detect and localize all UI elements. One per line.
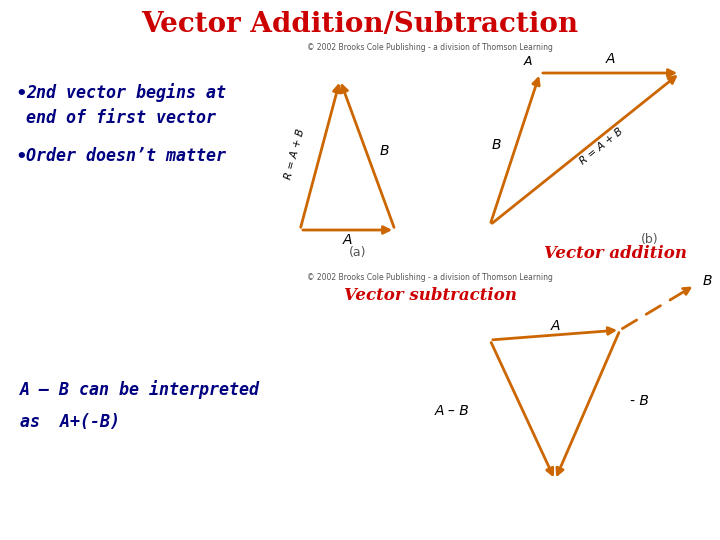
Text: A: A [550, 319, 559, 333]
Text: (a): (a) [348, 246, 366, 259]
Text: •: • [15, 148, 27, 166]
Text: B: B [492, 138, 501, 152]
Text: A: A [343, 233, 352, 247]
Text: B: B [379, 144, 389, 158]
Text: © 2002 Brooks Cole Publishing - a division of Thomson Learning: © 2002 Brooks Cole Publishing - a divisi… [307, 44, 553, 52]
Text: Vector Addition/Subtraction: Vector Addition/Subtraction [141, 11, 579, 38]
Text: A – B can be interpreted: A – B can be interpreted [20, 380, 260, 399]
Text: Vector addition: Vector addition [544, 245, 686, 262]
Text: A: A [523, 55, 532, 68]
Text: (b): (b) [642, 233, 659, 246]
Text: 2nd vector begins at
end of first vector: 2nd vector begins at end of first vector [26, 83, 226, 127]
Text: A: A [606, 52, 615, 66]
Text: Vector subtraction: Vector subtraction [343, 287, 516, 304]
Text: as  A+(-B): as A+(-B) [20, 413, 120, 431]
Text: Order doesn’t matter: Order doesn’t matter [26, 147, 226, 165]
Text: © 2002 Brooks Cole Publishing - a division of Thomson Learning: © 2002 Brooks Cole Publishing - a divisi… [307, 273, 553, 282]
Text: - B: - B [630, 394, 649, 408]
Text: A – B: A – B [435, 404, 469, 418]
Text: R = A + B: R = A + B [577, 126, 624, 167]
Text: •: • [15, 85, 27, 103]
Text: B: B [703, 274, 713, 288]
Text: R = A + B: R = A + B [284, 128, 307, 181]
